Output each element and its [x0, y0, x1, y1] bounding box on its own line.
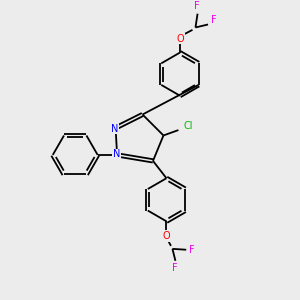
Text: F: F — [211, 15, 216, 25]
Text: O: O — [163, 231, 170, 241]
Text: N: N — [111, 124, 119, 134]
Text: Cl: Cl — [183, 121, 193, 130]
Text: F: F — [189, 245, 195, 255]
Text: F: F — [194, 1, 200, 11]
Text: F: F — [172, 263, 178, 273]
Text: O: O — [176, 34, 184, 44]
Text: N: N — [113, 149, 120, 159]
